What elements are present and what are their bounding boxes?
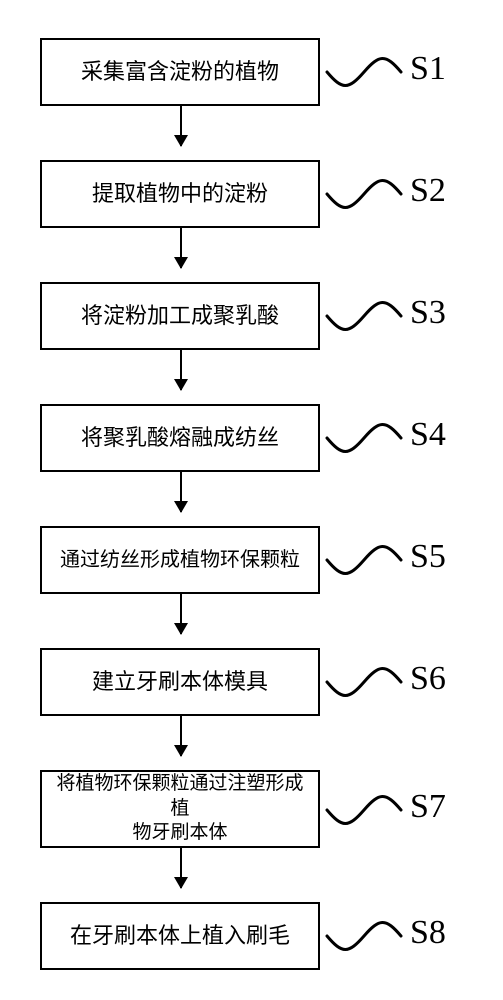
flowchart-canvas: 采集富含淀粉的植物 S1 提取植物中的淀粉 S2 将淀粉加工成聚乳酸 S3 将聚乳酸熔融成纺…: [0, 0, 503, 1000]
step-box-s3: 将淀粉加工成聚乳酸: [40, 282, 320, 350]
step-box-s6: 建立牙刷本体模具: [40, 648, 320, 716]
step-text: 建立牙刷本体模具: [92, 668, 268, 697]
arrow-s1-s2: [180, 106, 182, 146]
step-box-s1: 采集富含淀粉的植物: [40, 38, 320, 106]
arrow-s7-s8: [180, 848, 182, 888]
step-box-s8: 在牙刷本体上植入刷毛: [40, 902, 320, 970]
wave-connector-icon: [325, 916, 403, 961]
wave-connector-icon: [325, 418, 403, 463]
step-text: 将淀粉加工成聚乳酸: [81, 302, 279, 331]
step-label-s8: S8: [410, 914, 446, 952]
step-box-s5: 通过纺丝形成植物环保颗粒: [40, 526, 320, 594]
step-box-s7: 将植物环保颗粒通过注塑形成植物牙刷本体: [40, 770, 320, 848]
step-label-s4: S4: [410, 416, 446, 454]
step-text: 提取植物中的淀粉: [92, 180, 268, 209]
wave-connector-icon: [325, 540, 403, 585]
step-label-s1: S1: [410, 50, 446, 88]
step-text: 将聚乳酸熔融成纺丝: [81, 424, 279, 453]
step-text: 在牙刷本体上植入刷毛: [70, 922, 290, 951]
step-label-s7: S7: [410, 788, 446, 826]
arrow-s4-s5: [180, 472, 182, 512]
wave-connector-icon: [325, 790, 403, 835]
step-text: 通过纺丝形成植物环保颗粒: [60, 547, 300, 573]
wave-connector-icon: [325, 174, 403, 219]
step-label-s6: S6: [410, 660, 446, 698]
wave-connector-icon: [325, 662, 403, 707]
step-text: 将植物环保颗粒通过注塑形成植物牙刷本体: [50, 772, 310, 846]
arrow-s3-s4: [180, 350, 182, 390]
step-label-s5: S5: [410, 538, 446, 576]
wave-connector-icon: [325, 52, 403, 97]
wave-connector-icon: [325, 296, 403, 341]
step-box-s4: 将聚乳酸熔融成纺丝: [40, 404, 320, 472]
arrow-s5-s6: [180, 594, 182, 634]
step-box-s2: 提取植物中的淀粉: [40, 160, 320, 228]
step-label-s2: S2: [410, 172, 446, 210]
step-text: 采集富含淀粉的植物: [81, 58, 279, 87]
step-label-s3: S3: [410, 294, 446, 332]
arrow-s6-s7: [180, 716, 182, 756]
arrow-s2-s3: [180, 228, 182, 268]
